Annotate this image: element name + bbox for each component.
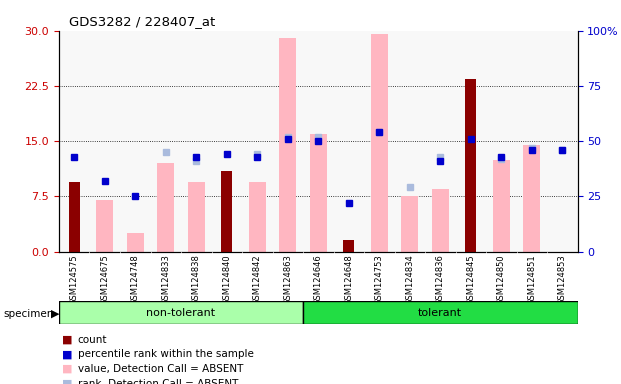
Bar xyxy=(59,301,303,324)
Text: GSM124842: GSM124842 xyxy=(253,254,262,305)
Text: GSM124675: GSM124675 xyxy=(100,254,109,305)
Text: GSM124851: GSM124851 xyxy=(527,254,537,305)
Text: GSM124648: GSM124648 xyxy=(344,254,353,305)
Bar xyxy=(69,182,79,252)
Text: count: count xyxy=(78,335,107,345)
Bar xyxy=(188,182,205,252)
Text: GSM124575: GSM124575 xyxy=(70,254,79,305)
Bar xyxy=(157,163,174,252)
Text: GSM124845: GSM124845 xyxy=(466,254,475,305)
Bar xyxy=(303,301,578,324)
Text: ■: ■ xyxy=(62,349,73,359)
Bar xyxy=(465,79,476,252)
Text: GSM124838: GSM124838 xyxy=(192,254,201,305)
Text: value, Detection Call = ABSENT: value, Detection Call = ABSENT xyxy=(78,364,243,374)
Bar xyxy=(96,200,113,252)
Text: GSM124853: GSM124853 xyxy=(558,254,567,305)
Text: GSM124850: GSM124850 xyxy=(497,254,505,305)
Text: rank, Detection Call = ABSENT: rank, Detection Call = ABSENT xyxy=(78,379,238,384)
Text: GSM124836: GSM124836 xyxy=(436,254,445,305)
Bar xyxy=(222,170,232,252)
Bar xyxy=(249,182,266,252)
Text: GDS3282 / 228407_at: GDS3282 / 228407_at xyxy=(70,15,215,28)
Text: ■: ■ xyxy=(62,379,73,384)
Text: GSM124863: GSM124863 xyxy=(283,254,292,305)
Bar xyxy=(371,35,388,252)
Bar xyxy=(401,196,418,252)
Text: GSM124833: GSM124833 xyxy=(161,254,170,305)
Text: non-tolerant: non-tolerant xyxy=(147,308,215,318)
Text: GSM124753: GSM124753 xyxy=(374,254,384,305)
Text: GSM124834: GSM124834 xyxy=(406,254,414,305)
Bar xyxy=(343,240,354,252)
Text: tolerant: tolerant xyxy=(418,308,462,318)
Text: GSM124646: GSM124646 xyxy=(314,254,323,305)
Bar xyxy=(127,233,143,252)
Bar xyxy=(524,145,540,252)
Bar xyxy=(432,189,448,252)
Text: specimen: specimen xyxy=(3,309,53,319)
Bar xyxy=(279,38,296,252)
Bar xyxy=(310,134,327,252)
Text: ▶: ▶ xyxy=(51,309,60,319)
Text: GSM124748: GSM124748 xyxy=(131,254,140,305)
Bar xyxy=(493,159,510,252)
Text: GSM124840: GSM124840 xyxy=(222,254,231,305)
Text: ■: ■ xyxy=(62,364,73,374)
Text: ■: ■ xyxy=(62,335,73,345)
Text: percentile rank within the sample: percentile rank within the sample xyxy=(78,349,253,359)
